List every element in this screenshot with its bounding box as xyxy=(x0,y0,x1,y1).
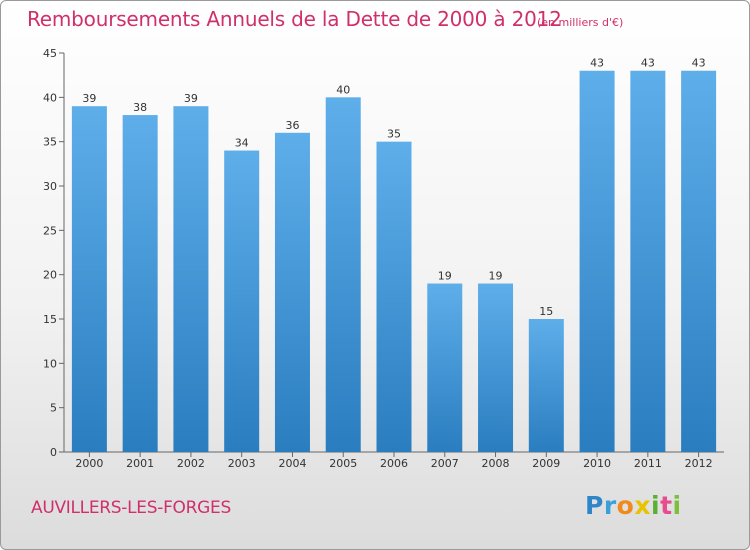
bar xyxy=(579,70,615,452)
logo-letter: x xyxy=(634,491,651,520)
bar-value-label: 34 xyxy=(235,137,249,150)
bar xyxy=(376,141,412,452)
x-tick-label: 2000 xyxy=(75,457,103,470)
bar xyxy=(528,319,564,452)
x-tick-label: 2008 xyxy=(482,457,510,470)
x-tick-label: 2007 xyxy=(431,457,459,470)
x-tick-label: 2011 xyxy=(634,457,662,470)
bar-value-label: 43 xyxy=(692,57,706,70)
bar-value-label: 19 xyxy=(489,270,503,283)
y-tick-label: 25 xyxy=(43,224,57,237)
y-tick-label: 35 xyxy=(43,136,57,149)
bar xyxy=(71,106,107,452)
bar-value-label: 39 xyxy=(82,92,96,105)
bar xyxy=(427,283,463,452)
bar-value-label: 40 xyxy=(336,83,350,96)
y-tick-label: 15 xyxy=(43,313,57,326)
x-tick-label: 2012 xyxy=(685,457,713,470)
logo-letter: t xyxy=(660,491,673,520)
bar-value-label: 43 xyxy=(641,57,655,70)
bar xyxy=(478,283,514,452)
x-tick-label: 2005 xyxy=(329,457,357,470)
bar-value-label: 38 xyxy=(133,101,147,114)
x-tick-label: 2009 xyxy=(532,457,560,470)
x-tick-label: 2002 xyxy=(177,457,205,470)
bar xyxy=(173,106,209,452)
bar xyxy=(122,115,158,453)
bar-value-label: 15 xyxy=(539,305,553,318)
bar-value-label: 36 xyxy=(285,119,299,132)
x-tick-label: 2006 xyxy=(380,457,408,470)
bar xyxy=(630,70,666,452)
y-tick-label: 30 xyxy=(43,180,57,193)
bar xyxy=(681,70,717,452)
bar xyxy=(325,97,361,452)
y-tick-label: 10 xyxy=(43,357,57,370)
chart-title: Remboursements Annuels de la Dette de 20… xyxy=(27,7,562,31)
bar-value-label: 19 xyxy=(438,270,452,283)
logo-letter: o xyxy=(616,491,635,520)
y-tick-label: 20 xyxy=(43,269,57,282)
x-tick-label: 2004 xyxy=(278,457,306,470)
y-tick-label: 5 xyxy=(50,402,57,415)
bar-value-label: 43 xyxy=(590,57,604,70)
proxiti-logo[interactable]: Proxiti xyxy=(585,491,682,520)
logo-letter: P xyxy=(585,491,604,520)
bar xyxy=(274,132,310,453)
commune-name: AUVILLERS-LES-FORGES xyxy=(31,498,231,518)
bar-value-label: 35 xyxy=(387,128,401,141)
logo-letter: i xyxy=(672,491,682,520)
logo-letter: i xyxy=(651,491,661,520)
y-tick-label: 40 xyxy=(43,91,57,104)
y-tick-label: 45 xyxy=(43,47,57,60)
x-tick-label: 2003 xyxy=(228,457,256,470)
bar xyxy=(224,150,260,453)
x-tick-label: 2010 xyxy=(583,457,611,470)
x-tick-label: 2001 xyxy=(126,457,154,470)
chart-subtitle: (en milliers d'€) xyxy=(537,16,624,29)
logo-letter: r xyxy=(603,491,617,520)
bar-value-label: 39 xyxy=(184,92,198,105)
y-tick-label: 0 xyxy=(50,446,57,459)
